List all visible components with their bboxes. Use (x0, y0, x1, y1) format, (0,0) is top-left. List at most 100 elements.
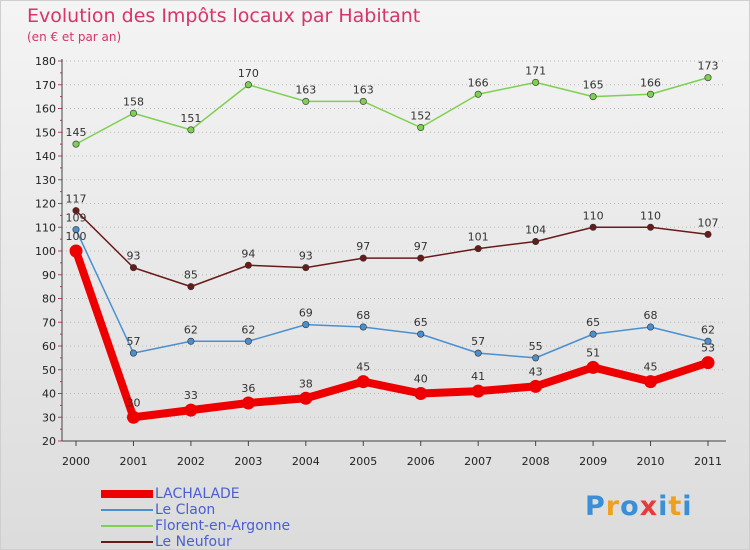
proxiti-logo[interactable]: Proxiti (585, 491, 693, 522)
data-label-le-claon: 69 (299, 307, 313, 320)
data-point-le-claon (589, 330, 597, 338)
legend-label-lachalade: LACHALADE (155, 486, 240, 502)
data-label-lachalade: 36 (241, 382, 255, 395)
data-point-le-neufour (359, 254, 367, 262)
y-tick-label: 130 (35, 174, 56, 187)
series-line-le-claon (75, 228, 709, 359)
data-label-lachalade: 40 (414, 373, 428, 386)
x-tick-label: 2007 (464, 455, 492, 468)
y-tick-label: 180 (35, 55, 56, 68)
y-tick-label: 100 (35, 245, 56, 258)
data-point-florent-en-argonne (72, 140, 80, 148)
legend-item-le-claon[interactable]: Le Claon (101, 502, 361, 518)
data-label-le-neufour: 94 (241, 247, 255, 260)
y-tick-label: 80 (42, 293, 56, 306)
data-label-le-neufour: 85 (184, 269, 198, 282)
y-tick-label: 90 (42, 269, 56, 282)
data-point-le-neufour (302, 264, 310, 272)
data-label-lachalade: 45 (644, 361, 658, 374)
data-point-florent-en-argonne (244, 81, 252, 89)
data-point-le-claon (704, 337, 712, 345)
data-point-le-neufour (647, 223, 655, 231)
data-point-le-claon (72, 226, 80, 234)
data-point-florent-en-argonne (704, 74, 712, 82)
x-tick-label: 2010 (637, 455, 665, 468)
data-label-le-claon: 57 (471, 335, 485, 348)
data-point-le-claon (417, 330, 425, 338)
data-label-le-neufour: 97 (414, 240, 428, 253)
data-label-lachalade: 41 (471, 370, 485, 383)
legend-item-florent-en-argonne[interactable]: Florent-en-Argonne (101, 518, 361, 534)
data-label-le-claon: 62 (184, 323, 198, 336)
data-label-le-claon: 65 (586, 316, 600, 329)
data-label-lachalade: 100 (66, 230, 87, 243)
data-label-le-neufour: 104 (525, 224, 546, 237)
y-tick-label: 110 (35, 221, 56, 234)
data-point-florent-en-argonne (417, 124, 425, 132)
y-tick-label: 20 (42, 435, 56, 448)
data-point-lachalade (529, 379, 543, 393)
data-point-lachalade (299, 391, 313, 405)
data-label-lachalade: 45 (356, 361, 370, 374)
logo-letter: t (668, 491, 683, 522)
data-point-florent-en-argonne (187, 126, 195, 134)
chart-title: Evolution des Impôts locaux par Habitant (27, 5, 421, 27)
data-label-florent-en-argonne: 152 (410, 110, 431, 123)
data-label-florent-en-argonne: 158 (123, 95, 144, 108)
data-point-le-claon (302, 321, 310, 329)
data-label-le-neufour: 93 (299, 250, 313, 263)
data-label-florent-en-argonne: 166 (640, 76, 661, 89)
data-label-lachalade: 38 (299, 377, 313, 390)
series-line-lachalade (72, 247, 712, 422)
data-label-le-neufour: 107 (698, 216, 719, 229)
x-tick-label: 2000 (62, 455, 90, 468)
data-point-le-claon (244, 337, 252, 345)
x-tick-label: 2003 (234, 455, 262, 468)
data-point-lachalade (471, 384, 485, 398)
data-label-lachalade: 51 (586, 346, 600, 359)
data-point-le-claon (187, 337, 195, 345)
legend-swatch-le-neufour (101, 541, 153, 543)
data-point-lachalade (126, 410, 140, 424)
y-tick-label: 140 (35, 150, 56, 163)
data-label-le-claon: 68 (356, 309, 370, 322)
data-label-le-neufour: 117 (66, 193, 87, 206)
data-point-lachalade (644, 375, 658, 389)
data-label-le-neufour: 97 (356, 240, 370, 253)
data-label-florent-en-argonne: 166 (468, 76, 489, 89)
data-label-lachalade: 43 (529, 365, 543, 378)
logo-letter: P (585, 491, 606, 522)
logo-letter: o (620, 491, 640, 522)
data-point-le-neufour (129, 264, 137, 272)
legend-label-le-neufour: Le Neufour (155, 534, 232, 550)
data-point-lachalade (241, 396, 255, 410)
chart-subtitle: (en € et par an) (27, 30, 122, 44)
logo-letter: i (658, 491, 669, 522)
data-point-florent-en-argonne (129, 109, 137, 117)
data-label-florent-en-argonne: 151 (180, 112, 201, 125)
data-point-le-neufour (704, 230, 712, 238)
data-label-le-neufour: 101 (468, 231, 489, 244)
data-point-lachalade (356, 375, 370, 389)
data-label-lachalade: 53 (701, 342, 715, 355)
y-tick-label: 60 (42, 340, 56, 353)
data-point-le-neufour (244, 261, 252, 269)
data-point-lachalade (414, 387, 428, 400)
data-point-le-claon (359, 323, 367, 331)
data-label-lachalade: 33 (184, 389, 198, 402)
y-tick-label: 70 (42, 316, 56, 329)
data-point-lachalade (586, 360, 600, 374)
legend-item-le-neufour[interactable]: Le Neufour (101, 534, 361, 550)
data-point-florent-en-argonne (532, 78, 540, 86)
x-tick-label: 2001 (119, 455, 147, 468)
legend-item-lachalade[interactable]: LACHALADE (101, 486, 361, 502)
data-label-le-claon: 65 (414, 316, 428, 329)
x-tick-label: 2008 (522, 455, 550, 468)
legend-swatch-florent-en-argonne (101, 525, 153, 527)
series-line-le-neufour (75, 209, 709, 288)
logo-letter: x (639, 491, 659, 522)
y-tick-label: 150 (35, 126, 56, 139)
data-label-le-neufour: 110 (640, 209, 661, 222)
